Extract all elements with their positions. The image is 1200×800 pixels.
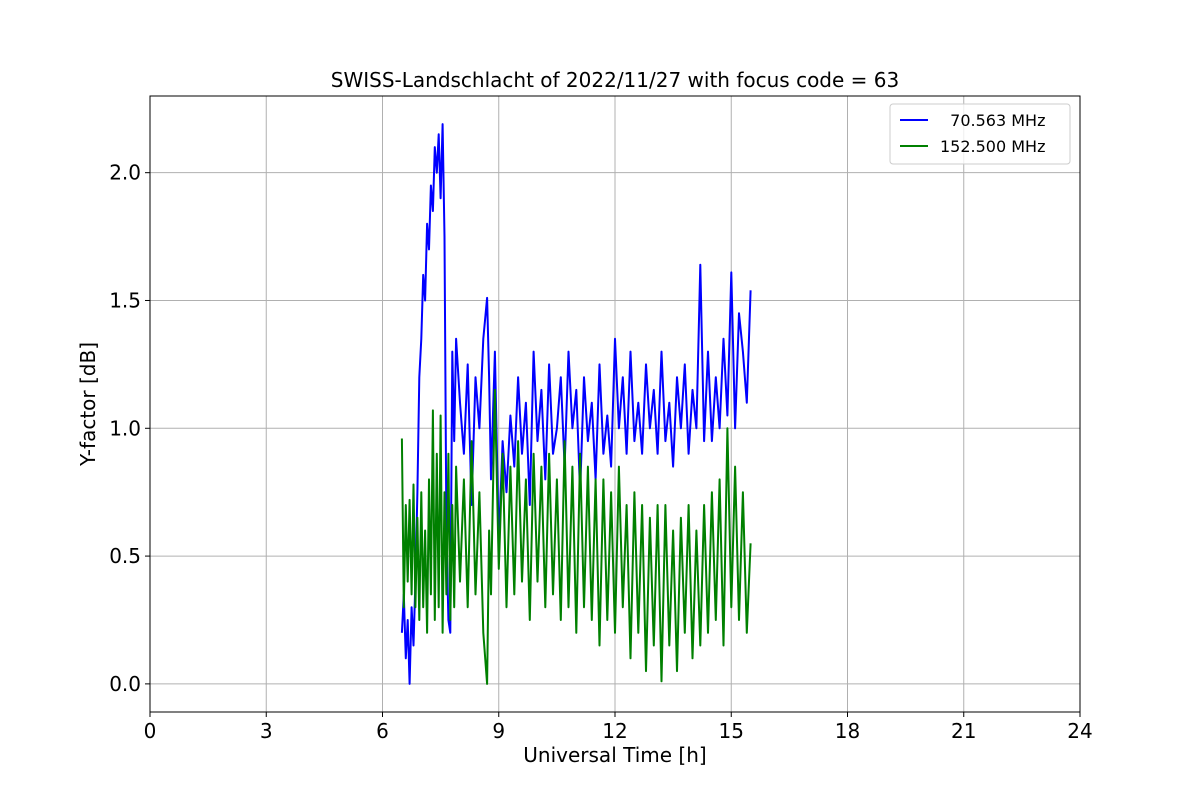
x-axis-label: Universal Time [h] <box>523 743 706 767</box>
y-tick-label: 2.0 <box>109 161 141 185</box>
x-tick-label: 21 <box>951 719 976 743</box>
series-lines <box>400 123 752 685</box>
legend: 70.563 MHz 152.500 MHz <box>889 103 1071 165</box>
legend-box <box>889 103 1071 165</box>
y-axis-label: Y-factor [dB] <box>76 342 100 467</box>
y-tick-label: 1.5 <box>109 288 141 312</box>
x-tick-label: 18 <box>835 719 860 743</box>
x-tick-label: 6 <box>376 719 389 743</box>
series-line-0 <box>400 123 752 685</box>
axis-ticks: 0 3 6 9 12 15 18 21 24 0.0 0.5 1.0 1.5 2.0 <box>109 161 1093 743</box>
y-tick-label: 1.0 <box>109 416 141 440</box>
x-tick-label: 3 <box>260 719 273 743</box>
y-tick-label: 0.5 <box>109 544 141 568</box>
legend-entry-1: 152.500 MHz <box>940 137 1045 156</box>
x-tick-label: 0 <box>144 719 157 743</box>
x-tick-label: 12 <box>602 719 627 743</box>
x-tick-label: 24 <box>1067 719 1092 743</box>
legend-entry-0: 70.563 MHz <box>940 111 1045 130</box>
x-tick-label: 9 <box>492 719 505 743</box>
y-tick-label: 0.0 <box>109 672 141 696</box>
x-tick-label: 15 <box>719 719 744 743</box>
series-line-1 <box>400 388 752 685</box>
chart-title: SWISS-Landschlacht of 2022/11/27 with fo… <box>331 68 899 92</box>
